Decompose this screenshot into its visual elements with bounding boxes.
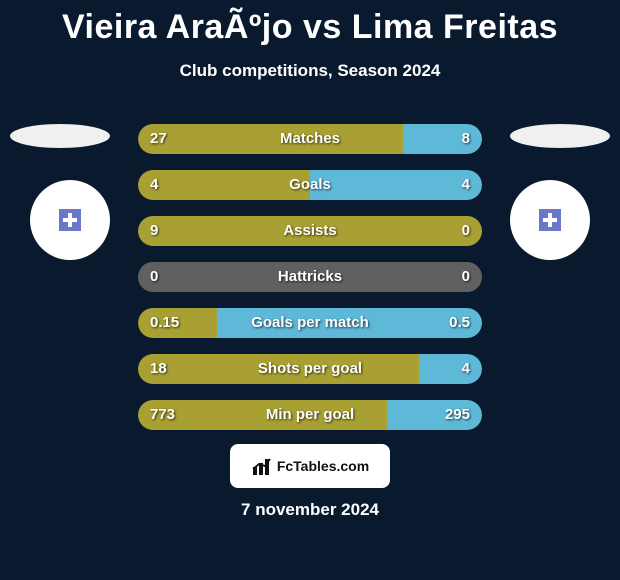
- shield-icon: [539, 209, 561, 231]
- stat-row: 00Hattricks: [138, 262, 482, 292]
- bar-label: Assists: [138, 216, 482, 246]
- chart-icon: [251, 455, 273, 477]
- page-title: Vieira AraÃºjo vs Lima Freitas: [0, 0, 620, 47]
- stat-row: 184Shots per goal: [138, 354, 482, 384]
- stat-row: 773295Min per goal: [138, 400, 482, 430]
- stat-row: 90Assists: [138, 216, 482, 246]
- bar-label: Goals: [138, 170, 482, 200]
- flag-right: [510, 124, 610, 148]
- footer-logo: FcTables.com: [230, 444, 390, 488]
- stat-row: 44Goals: [138, 170, 482, 200]
- stat-row: 0.150.5Goals per match: [138, 308, 482, 338]
- page-subtitle: Club competitions, Season 2024: [0, 61, 620, 81]
- bar-label: Hattricks: [138, 262, 482, 292]
- club-badge-left: [30, 180, 110, 260]
- bar-label: Matches: [138, 124, 482, 154]
- footer-logo-text: FcTables.com: [277, 458, 369, 474]
- bar-label: Goals per match: [138, 308, 482, 338]
- flag-left: [10, 124, 110, 148]
- stats-bars: 278Matches 44Goals 90Assists 00Hattricks 0.1…: [138, 124, 482, 446]
- bar-label: Shots per goal: [138, 354, 482, 384]
- stat-row: 278Matches: [138, 124, 482, 154]
- club-badge-right: [510, 180, 590, 260]
- footer-date: 7 november 2024: [0, 500, 620, 520]
- bar-label: Min per goal: [138, 400, 482, 430]
- shield-icon: [59, 209, 81, 231]
